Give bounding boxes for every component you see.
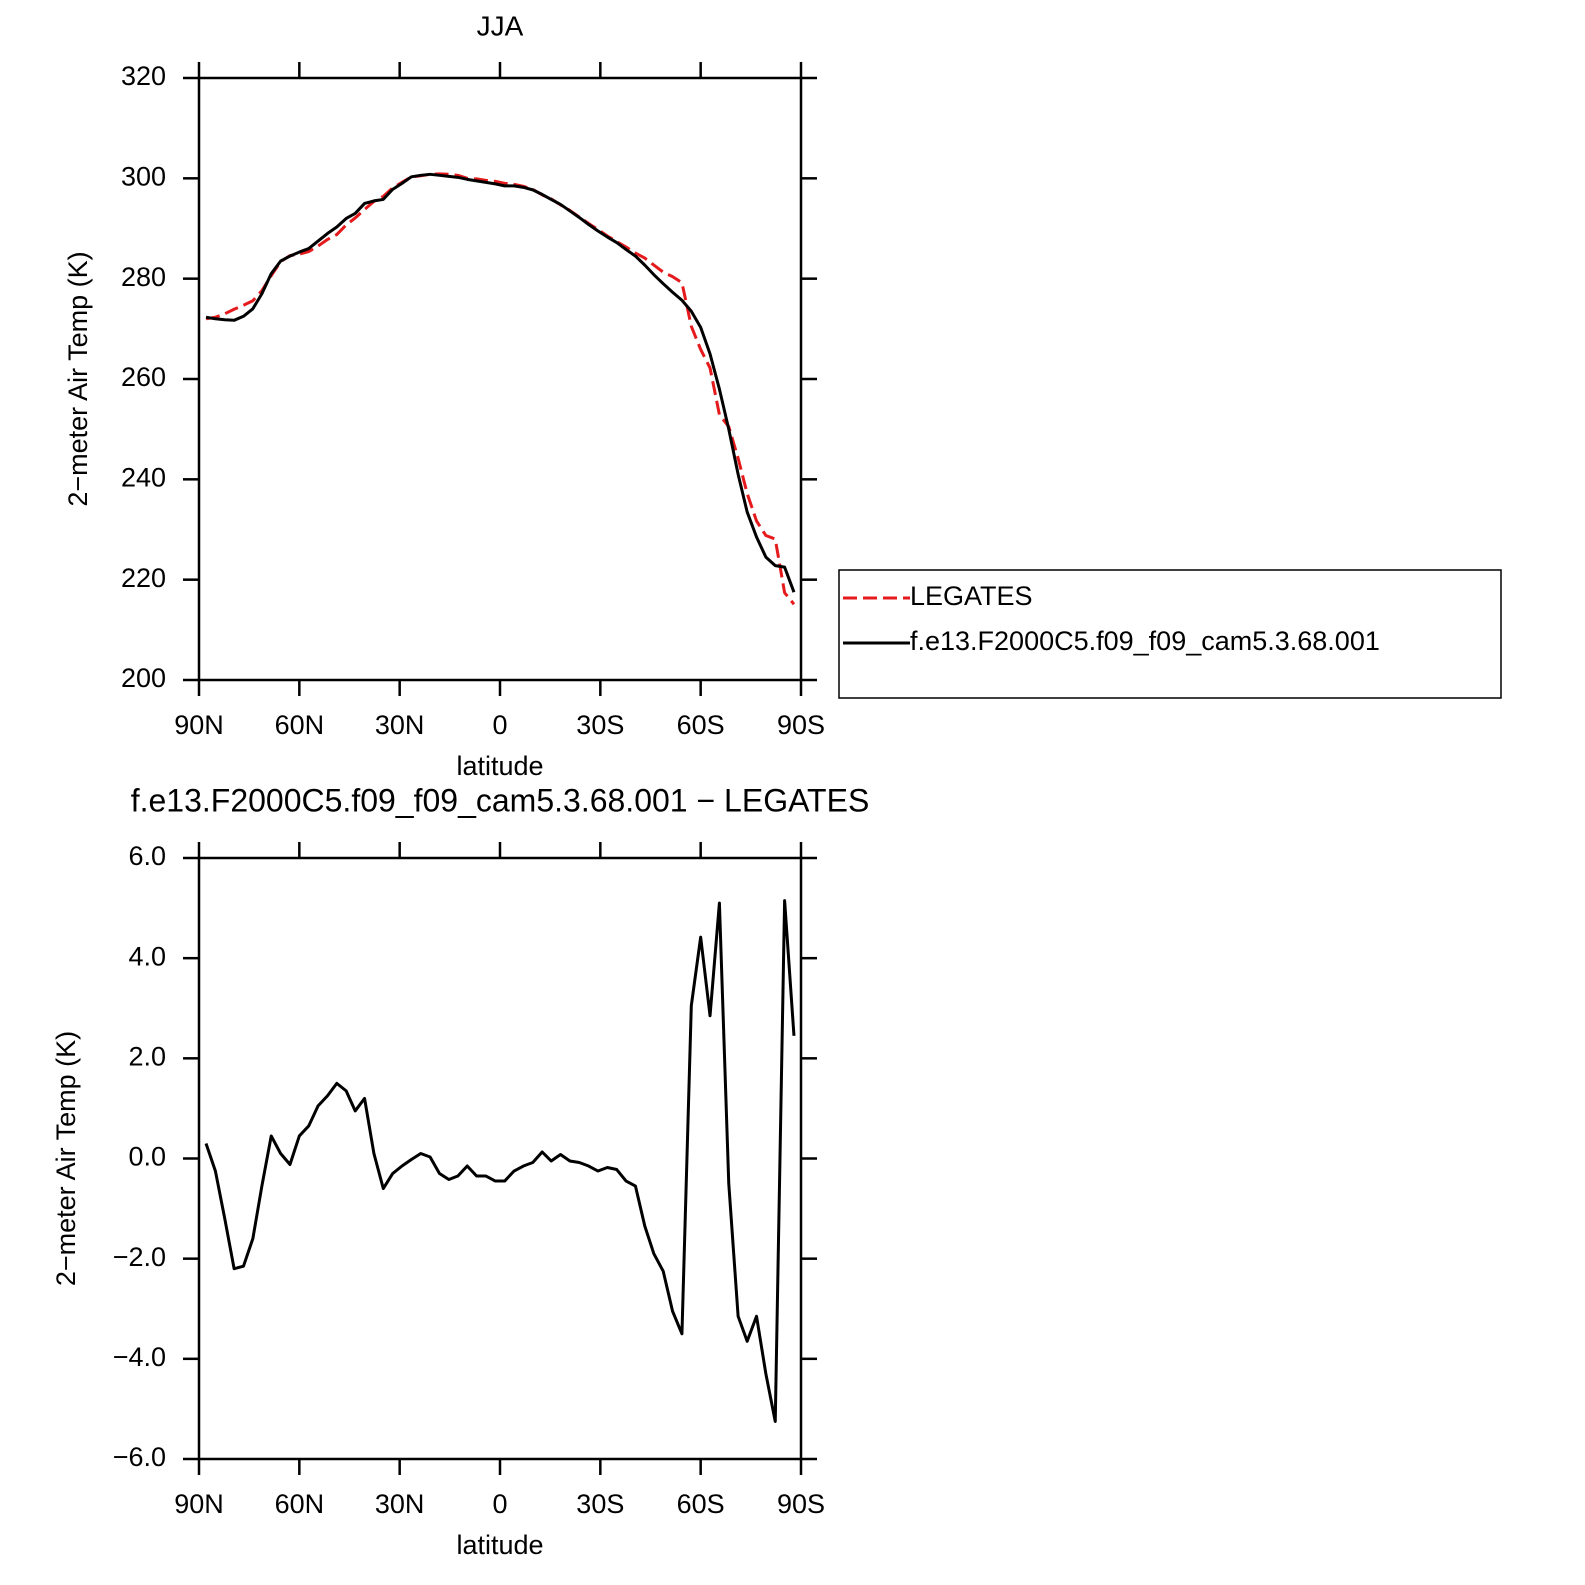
x-axis-label: latitude [456,1530,543,1560]
data-line [205,172,796,593]
y-tick-label: 6.0 [128,841,166,871]
y-tick-label: 200 [121,663,166,693]
data-line [205,172,796,606]
x-tick-label: 90N [174,710,224,740]
x-tick-label: 0 [492,710,507,740]
y-tick-label: 240 [121,462,166,492]
x-tick-label: 90N [174,1489,224,1519]
legend-box [838,569,1502,699]
y-tick-label: 280 [121,262,166,292]
y-tick-label: 320 [121,61,166,91]
y-tick-label: −2.0 [113,1242,166,1272]
x-tick-label: 30S [576,1489,624,1519]
plot-frame [197,856,803,1461]
y-tick-label: 4.0 [128,941,166,971]
y-tick-label: −4.0 [113,1342,166,1372]
x-tick-label: 30S [576,710,624,740]
x-tick-label: 60S [677,1489,725,1519]
y-tick-label: 300 [121,161,166,191]
y-tick-label: 2.0 [128,1041,166,1071]
x-tick-label: 90S [777,710,825,740]
x-axis-label: latitude [456,751,543,781]
x-tick-label: 30N [375,1489,425,1519]
x-tick-label: 60N [275,1489,325,1519]
x-tick-label: 30N [375,710,425,740]
y-tick-label: 260 [121,362,166,392]
legend-label: LEGATES [910,581,1033,611]
x-tick-label: 0 [492,1489,507,1519]
x-tick-label: 60N [275,710,325,740]
y-tick-label: −6.0 [113,1442,166,1472]
y-axis-label: 2−meter Air Temp (K) [51,1031,81,1286]
y-tick-label: 0.0 [128,1142,166,1172]
chart-title: f.e13.F2000C5.f09_f09_cam5.3.68.001 − LE… [131,782,870,818]
legend-label: f.e13.F2000C5.f09_f09_cam5.3.68.001 [910,626,1380,656]
chart-title: JJA [477,10,524,41]
x-tick-label: 60S [677,710,725,740]
x-tick-label: 90S [777,1489,825,1519]
data-line [204,899,796,1423]
plot-frame [197,76,803,682]
y-axis-label: 2−meter Air Temp (K) [63,251,93,506]
y-tick-label: 220 [121,563,166,593]
